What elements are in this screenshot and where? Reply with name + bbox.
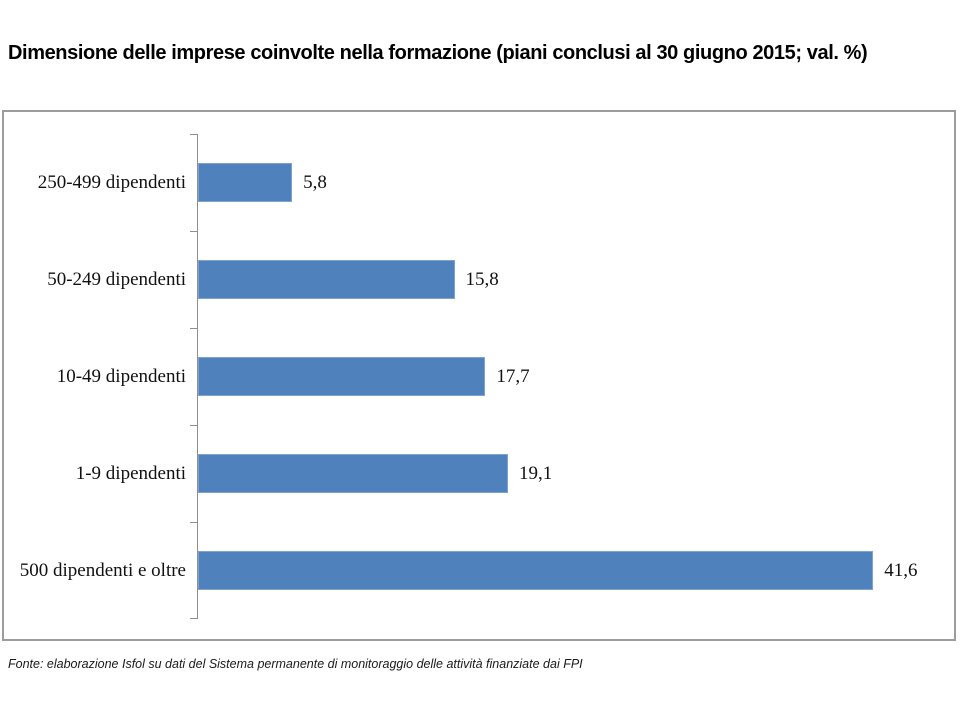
bar-track: 5,8 <box>198 163 954 202</box>
category-label: 500 dipendenti e oltre <box>19 559 186 581</box>
axis-tick <box>190 522 197 523</box>
value-label: 15,8 <box>465 268 499 290</box>
bar-track: 15,8 <box>198 260 954 299</box>
value-label: 19,1 <box>519 462 553 484</box>
bar-500-oltre <box>198 551 874 590</box>
bar-row: 1-9 dipendenti 19,1 <box>4 425 954 522</box>
bar-track: 41,6 <box>198 551 954 590</box>
value-label: 17,7 <box>496 365 530 387</box>
bar-track: 17,7 <box>198 357 954 396</box>
bar-row: 10-49 dipendenti 17,7 <box>4 328 954 425</box>
bar-50-249 <box>198 260 455 299</box>
category-label: 10-49 dipendenti <box>56 365 186 387</box>
bar-rows: 250-499 dipendenti 5,8 50-249 dipendenti… <box>4 134 954 619</box>
axis-tick <box>190 425 197 426</box>
plot-area: 250-499 dipendenti 5,8 50-249 dipendenti… <box>4 134 954 619</box>
bar-1-9 <box>198 454 509 493</box>
bar-row: 250-499 dipendenti 5,8 <box>4 134 954 231</box>
axis-tick <box>190 231 197 232</box>
axis-tick <box>190 328 197 329</box>
axis-tick <box>190 618 197 619</box>
bar-250-499 <box>198 163 293 202</box>
value-label: 5,8 <box>303 171 327 193</box>
bar-track: 19,1 <box>198 454 954 493</box>
axis-tick <box>190 134 197 135</box>
value-label: 41,6 <box>884 559 918 581</box>
bar-row: 50-249 dipendenti 15,8 <box>4 231 954 328</box>
category-label: 1-9 dipendenti <box>75 462 186 484</box>
chart-title: Dimensione delle imprese coinvolte nella… <box>8 42 868 64</box>
source-note: Fonte: elaborazione Isfol su dati del Si… <box>8 657 583 671</box>
bar-row: 500 dipendenti e oltre 41,6 <box>4 522 954 619</box>
category-label: 50-249 dipendenti <box>47 268 186 290</box>
y-axis-line <box>197 134 198 619</box>
category-label: 250-499 dipendenti <box>37 171 186 193</box>
chart-frame: 250-499 dipendenti 5,8 50-249 dipendenti… <box>2 110 956 641</box>
bar-10-49 <box>198 357 486 396</box>
